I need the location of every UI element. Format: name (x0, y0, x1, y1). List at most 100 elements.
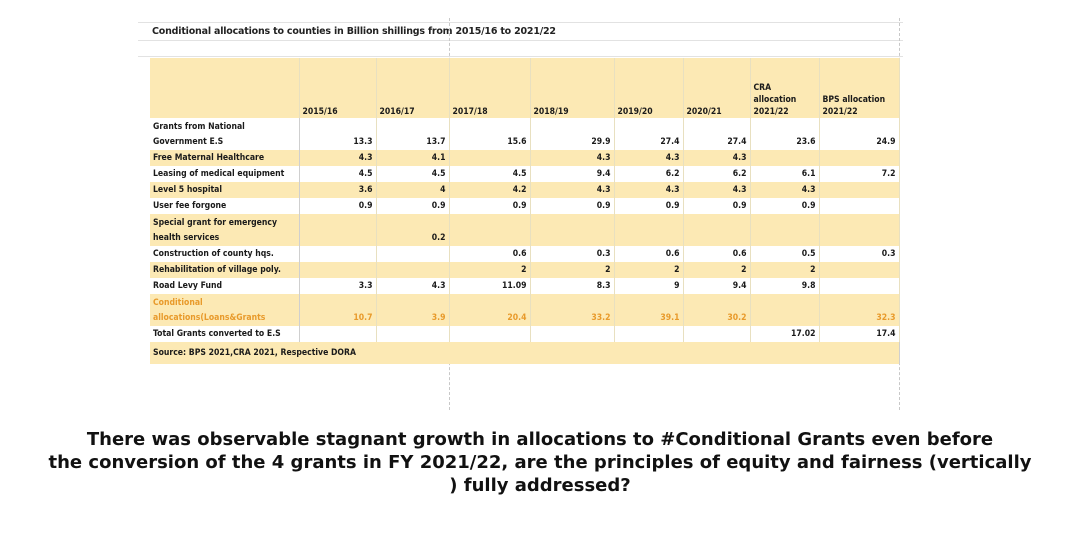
header-year: 2019/20 (614, 58, 684, 118)
gridline (138, 22, 903, 23)
table-row: Leasing of medical equipment 4.5 4.5 4.5 9.4… (150, 166, 900, 182)
table-cell: 2 (614, 262, 684, 278)
table-cell: 27.4 (614, 118, 684, 150)
table-row: Level 5 hospital 3.6 4 4.2 4.3 4.3 4.3 4.3 (150, 182, 900, 198)
row-label: Level 5 hospital (150, 182, 300, 198)
table-cell (819, 262, 900, 278)
table-cell: 10.7 (299, 294, 377, 326)
table-cell: 4.1 (376, 150, 450, 166)
table-row: Special grant for emergency health servic… (150, 214, 900, 246)
table-cell: 24.9 (819, 118, 900, 150)
table-cell: 2 (530, 262, 615, 278)
table-cell: 4.3 (683, 182, 751, 198)
table-cell: 4.3 (299, 150, 377, 166)
table-cell: 0.9 (299, 198, 377, 214)
row-label: Rehabilitation of village poly. (150, 262, 300, 278)
row-label-line1: Special grant for emergency (153, 218, 278, 228)
header-bps-line2: 2021/22 (822, 107, 858, 117)
table-cell: 8.3 (530, 278, 615, 294)
row-label: Special grant for emergency health servic… (150, 214, 300, 246)
table-cell: 17.02 (750, 326, 820, 342)
table-cell: 4.5 (449, 166, 531, 182)
table-cell (819, 182, 900, 198)
table-cell: 3.3 (299, 278, 377, 294)
table-cell: 0.3 (530, 246, 615, 262)
table-cell: 32.3 (819, 294, 900, 326)
table-cell: 0.9 (449, 198, 531, 214)
table-cell: 4.3 (683, 150, 751, 166)
table-cell: 4.3 (530, 182, 615, 198)
header-year: 2017/18 (449, 58, 531, 118)
table-cell: 9 (614, 278, 684, 294)
table-row: Conditional allocations(Loans&Grants 10.7 3… (150, 294, 900, 326)
table-cell: 0.9 (376, 198, 450, 214)
row-label: Leasing of medical equipment (150, 166, 300, 182)
table-cell: 4.5 (299, 166, 377, 182)
table-cell (819, 150, 900, 166)
table-row: User fee forgone 0.9 0.9 0.9 0.9 0.9 0.9 0.9 (150, 198, 900, 214)
table-cell (376, 326, 450, 342)
table-row: Road Levy Fund 3.3 4.3 11.09 8.3 9 9.4 9.8 (150, 278, 900, 294)
header-year: 2018/19 (530, 58, 615, 118)
table-cell (819, 214, 900, 246)
table-cell: 3.9 (376, 294, 450, 326)
table-cell: 7.2 (819, 166, 900, 182)
caption-line-1: There was observable stagnant growth in … (86, 429, 994, 450)
table-cell: 4.3 (530, 150, 615, 166)
row-label-line1: Conditional (153, 298, 203, 308)
table-cell: 0.6 (614, 246, 684, 262)
header-bps-line1: BPS allocation (822, 95, 886, 105)
table-row: Construction of county hqs. 0.6 0.3 0.6 0.6 0… (150, 246, 900, 262)
table-cell (750, 294, 820, 326)
table-cell: 2 (750, 262, 820, 278)
row-label: Construction of county hqs. (150, 246, 300, 262)
table-cell: 30.2 (683, 294, 751, 326)
header-year: 2016/17 (376, 58, 450, 118)
row-label: Grants from National Government E.S (150, 118, 300, 150)
row-label-line2: allocations(Loans&Grants (153, 313, 266, 323)
table-cell: 0.3 (819, 246, 900, 262)
table-cell (530, 214, 615, 246)
table-cell (614, 326, 684, 342)
table-cell: 0.5 (750, 246, 820, 262)
header-year: 2020/21 (683, 58, 751, 118)
caption-line-3: ) fully addressed? (449, 475, 631, 496)
table-cell: 2 (449, 262, 531, 278)
table-cell: 29.9 (530, 118, 615, 150)
table-cell (449, 214, 531, 246)
table-cell: 4.3 (614, 150, 684, 166)
table-cell: 20.4 (449, 294, 531, 326)
table-cell: 4.3 (376, 278, 450, 294)
table-cell: 9.8 (750, 278, 820, 294)
table-cell: 4 (376, 182, 450, 198)
header-bps: BPS allocation 2021/22 (819, 58, 900, 118)
table-cell (449, 150, 531, 166)
table-cell (614, 214, 684, 246)
column-divider (899, 18, 900, 410)
table-cell: 11.09 (449, 278, 531, 294)
table-cell: 27.4 (683, 118, 751, 150)
row-label: Total Grants converted to E.S (150, 326, 300, 342)
table-cell: 3.6 (299, 182, 377, 198)
table-cell (750, 150, 820, 166)
table-cell (683, 214, 751, 246)
table-cell: 15.6 (449, 118, 531, 150)
table-cell (376, 262, 450, 278)
row-label-line2: health services (153, 233, 220, 243)
table-cell: 0.9 (530, 198, 615, 214)
table-cell: 9.4 (530, 166, 615, 182)
table-row: Total Grants converted to E.S 17.02 17.4 (150, 326, 900, 342)
row-label-line1: Grants from National (153, 122, 245, 132)
table-cell: 4.5 (376, 166, 450, 182)
allocations-table: 2015/16 2016/17 2017/18 2018/19 2019/20 … (150, 58, 900, 364)
header-row-label (150, 58, 300, 118)
gridline (138, 40, 903, 41)
table-cell (299, 214, 377, 246)
header-cra-line2: allocation (753, 95, 797, 105)
table-cell: 4.3 (750, 182, 820, 198)
table-cell: 6.1 (750, 166, 820, 182)
table-cell: 6.2 (683, 166, 751, 182)
table-cell: 0.9 (683, 198, 751, 214)
header-cra-line1: CRA (753, 83, 772, 93)
caption-line-2: the conversion of the 4 grants in FY 202… (48, 452, 1032, 473)
